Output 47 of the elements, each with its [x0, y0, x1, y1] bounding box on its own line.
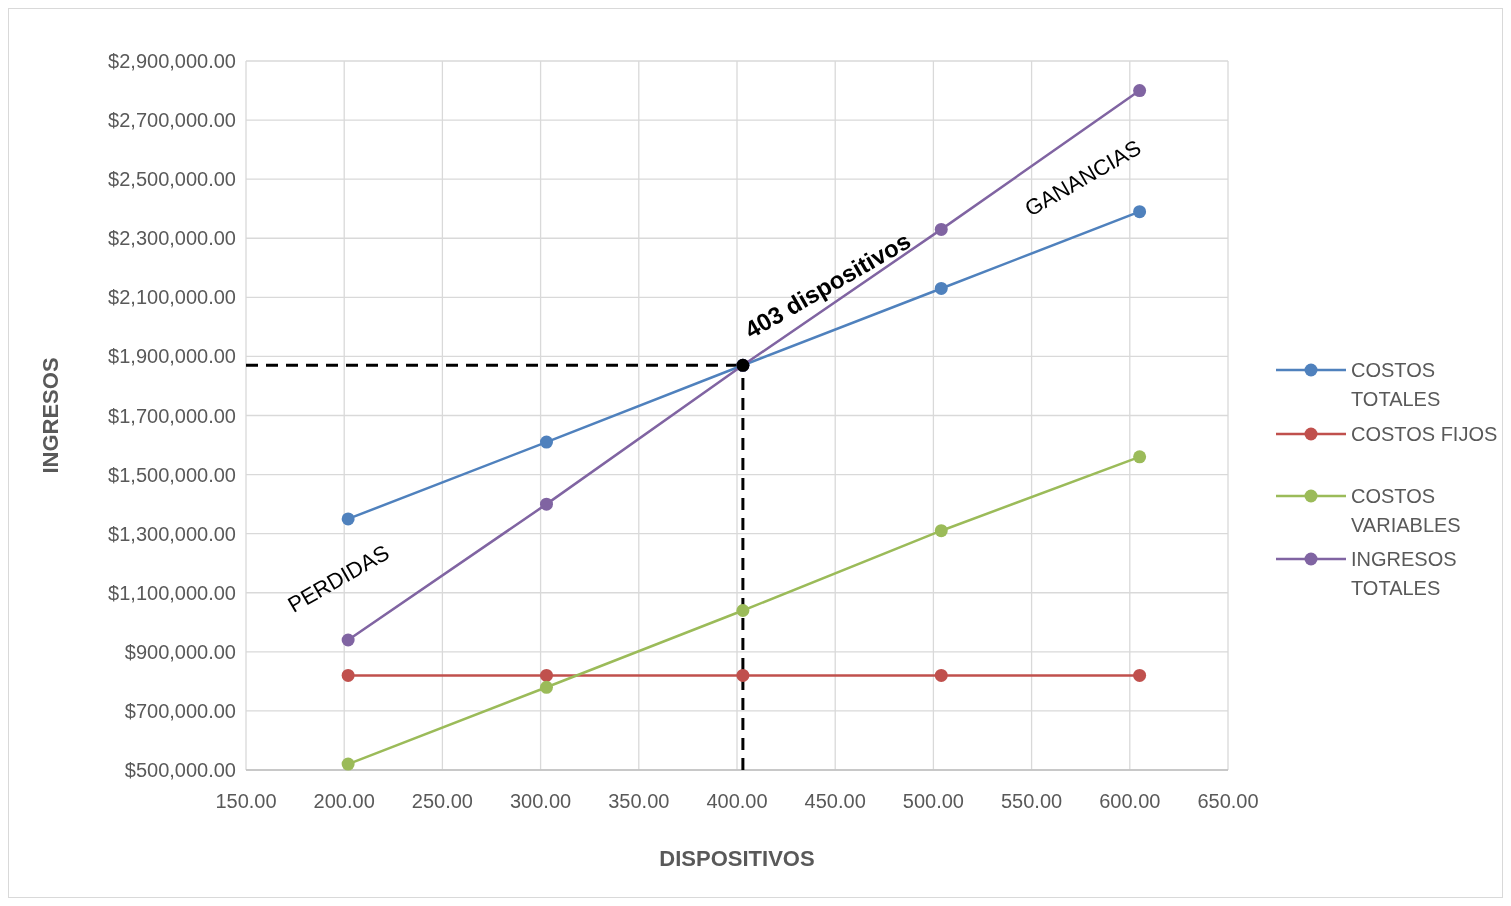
point: [341, 668, 355, 682]
y-tick-label: $1,700,000.00: [108, 404, 236, 427]
y-tick-label: $1,500,000.00: [108, 463, 236, 486]
legend-label: COSTOS TOTALES: [1351, 359, 1441, 410]
point: [934, 668, 948, 682]
x-tick-label: 200.00: [313, 790, 375, 812]
point: [539, 668, 553, 682]
y-tick-label: $2,300,000.00: [108, 227, 236, 250]
x-tick-label: 650.00: [1197, 790, 1259, 812]
x-tick-label: 550.00: [1001, 790, 1063, 812]
x-tick-label: 400.00: [706, 790, 768, 812]
x-tick-label: 500.00: [902, 790, 964, 812]
y-tick-label: $500,000.00: [124, 759, 236, 781]
point: [341, 512, 355, 526]
y-tick-label: $900,000.00: [124, 640, 236, 663]
y-tick-label: $1,900,000.00: [108, 345, 236, 368]
y-tick-label: $1,100,000.00: [108, 581, 236, 604]
x-tick-label: 150.00: [215, 790, 277, 812]
point: [736, 668, 750, 682]
y-tick-label: $2,100,000.00: [108, 286, 236, 309]
point: [539, 435, 553, 449]
legend-label: COSTOS VARIABLES: [1351, 485, 1461, 536]
point: [539, 680, 553, 694]
x-tick-label: 450.00: [804, 790, 866, 812]
point: [736, 603, 750, 617]
point: [934, 222, 948, 236]
y-tick-label: $2,500,000.00: [108, 168, 236, 191]
x-tick-label: 350.00: [608, 790, 670, 812]
y-tick-label: $2,900,000.00: [108, 50, 236, 72]
x-tick-label: 600.00: [1099, 790, 1161, 812]
point: [934, 281, 948, 295]
legend-label: INGRESOS TOTALES: [1351, 548, 1457, 599]
point: [539, 497, 553, 511]
y-tick-label: $1,300,000.00: [108, 522, 236, 545]
point: [1133, 450, 1147, 464]
x-tick-label: 300.00: [510, 790, 572, 812]
x-axis-title: DISPOSITIVOS: [659, 846, 815, 871]
point: [341, 633, 355, 647]
point: [934, 524, 948, 538]
point: [341, 757, 355, 771]
point: [1133, 84, 1147, 98]
y-tick-label: $700,000.00: [124, 699, 236, 722]
point: [1133, 668, 1147, 682]
x-tick-label: 250.00: [411, 790, 473, 812]
legend-label: COSTOS FIJOS: [1351, 423, 1498, 445]
y-tick-label: $2,700,000.00: [108, 109, 236, 132]
y-axis-title: INGRESOS: [38, 357, 63, 474]
